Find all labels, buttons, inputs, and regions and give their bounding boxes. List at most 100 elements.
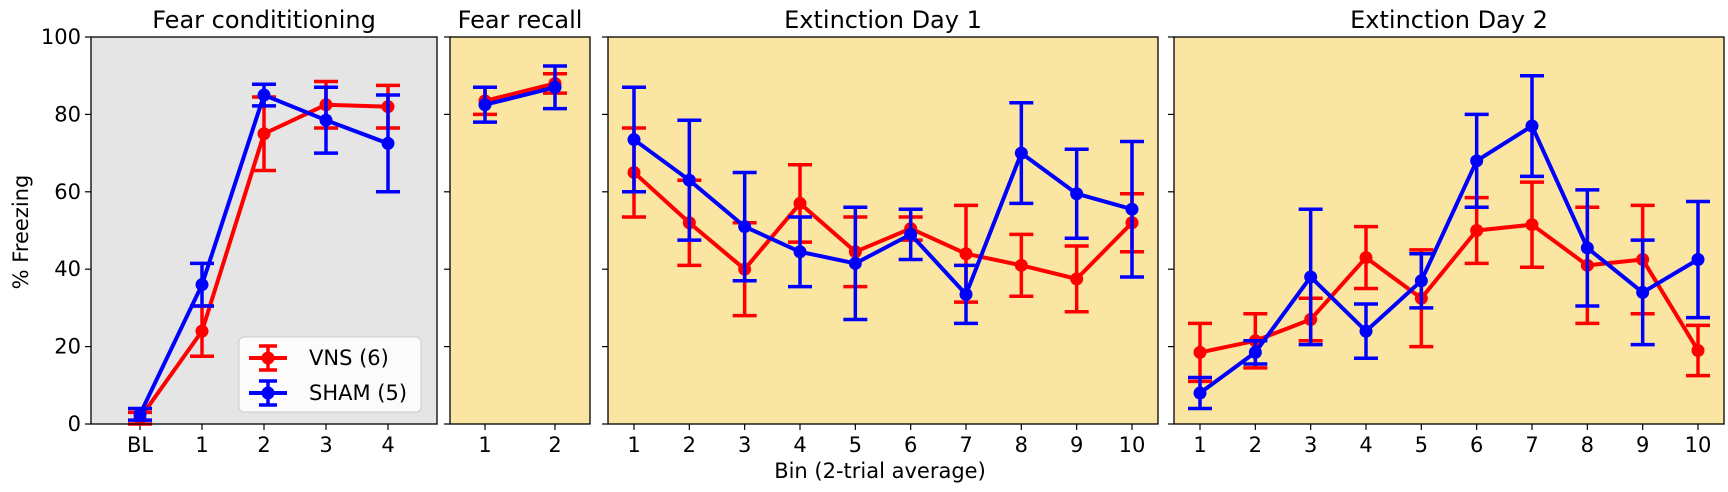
series-line bbox=[632, 137, 1133, 297]
y-tick-label: 100 bbox=[41, 25, 81, 49]
legend-label: VNS (6) bbox=[309, 346, 389, 370]
plot-background bbox=[1174, 37, 1724, 424]
panel-title: Fear condititioning bbox=[152, 6, 376, 34]
data-point bbox=[1691, 343, 1705, 357]
legend-label: SHAM (5) bbox=[309, 381, 407, 405]
data-point bbox=[1414, 274, 1428, 288]
x-tick-label: 2 bbox=[683, 433, 696, 457]
series-line bbox=[484, 81, 556, 103]
plot-frame bbox=[449, 36, 591, 425]
data-point bbox=[1014, 258, 1028, 272]
data-point bbox=[1193, 345, 1207, 359]
series-line bbox=[484, 85, 556, 107]
data-point bbox=[848, 256, 862, 270]
x-tick-label: 9 bbox=[1636, 433, 1649, 457]
x-tick-label: 1 bbox=[478, 433, 491, 457]
data-point bbox=[1580, 241, 1594, 255]
y-axis-label: % Freezing bbox=[9, 175, 33, 290]
panel-4: Extinction Day 2 1 2 3 4 5 6 7 8 9 10 bbox=[1168, 6, 1725, 457]
data-point bbox=[682, 173, 696, 187]
x-tick-label: 3 bbox=[738, 433, 751, 457]
data-point bbox=[195, 278, 209, 292]
x-tick-label: 6 bbox=[904, 433, 917, 457]
series-line bbox=[1198, 124, 1700, 395]
panel-title: Extinction Day 2 bbox=[1350, 6, 1548, 34]
x-tick-label: 2 bbox=[257, 433, 270, 457]
x-tick-label: 10 bbox=[1685, 433, 1712, 457]
series-sham bbox=[1188, 73, 1710, 411]
series-line bbox=[1199, 222, 1700, 355]
series-sham bbox=[622, 85, 1144, 326]
x-tick-label: 3 bbox=[1304, 433, 1317, 457]
data-point bbox=[1359, 251, 1373, 265]
legend-marker bbox=[261, 386, 275, 400]
data-point bbox=[904, 227, 918, 241]
data-point bbox=[1070, 272, 1084, 286]
data-point bbox=[1014, 146, 1028, 160]
x-tick-label: 2 bbox=[548, 433, 561, 457]
data-point bbox=[959, 287, 973, 301]
panel-2: Fear recall 1 2 bbox=[444, 6, 591, 457]
x-tick-label: 1 bbox=[1193, 433, 1206, 457]
series-sham bbox=[473, 64, 567, 124]
data-point bbox=[319, 113, 333, 127]
data-point bbox=[1248, 345, 1262, 359]
x-tick-label: 4 bbox=[1359, 433, 1372, 457]
data-point bbox=[1304, 270, 1318, 284]
x-tick-label: 4 bbox=[793, 433, 806, 457]
x-tick-label: 5 bbox=[1415, 433, 1428, 457]
x-tick-label: 6 bbox=[1470, 433, 1483, 457]
data-point bbox=[793, 245, 807, 259]
panel-title: Extinction Day 1 bbox=[784, 6, 982, 34]
plot-background bbox=[450, 37, 590, 424]
x-tick-label: 10 bbox=[1119, 433, 1146, 457]
data-point bbox=[738, 220, 752, 234]
data-point bbox=[381, 136, 395, 150]
x-tick-label: 7 bbox=[1525, 433, 1538, 457]
x-tick-label: 3 bbox=[319, 433, 332, 457]
plot-frame bbox=[90, 36, 438, 425]
x-tick-label: 1 bbox=[195, 433, 208, 457]
data-point bbox=[627, 133, 641, 147]
series-sham bbox=[128, 82, 400, 422]
x-tick-label: 1 bbox=[627, 433, 640, 457]
x-tick-label: 7 bbox=[959, 433, 972, 457]
panel-title: Fear recall bbox=[458, 6, 583, 34]
panel-1: Fear condititioning 0 20 40 60 80 100 BL 1 2 3 4 VNS… bbox=[41, 6, 438, 457]
legend-item-vns: VNS (6) bbox=[249, 344, 389, 372]
data-point bbox=[478, 98, 492, 112]
y-tick-label: 40 bbox=[54, 257, 81, 281]
x-tick-label: BL bbox=[127, 433, 153, 457]
legend: VNS (6) SHAM (5) bbox=[238, 336, 422, 413]
data-point bbox=[959, 247, 973, 261]
x-tick-label: 8 bbox=[1015, 433, 1028, 457]
y-tick-label: 80 bbox=[54, 102, 81, 126]
x-tick-label: 4 bbox=[381, 433, 394, 457]
panel-3: Extinction Day 1 1 2 3 4 5 6 7 8 9 10 bbox=[602, 6, 1159, 457]
data-point bbox=[1525, 119, 1539, 133]
legend-marker bbox=[261, 351, 275, 365]
data-point bbox=[1525, 218, 1539, 232]
x-axis-label: Bin (2-trial average) bbox=[774, 459, 986, 483]
plot-frame bbox=[1173, 36, 1725, 425]
data-point bbox=[1470, 154, 1484, 168]
data-point bbox=[793, 196, 807, 210]
y-tick-label: 0 bbox=[68, 412, 81, 436]
series-line bbox=[632, 170, 1134, 281]
x-tick-label: 9 bbox=[1070, 433, 1083, 457]
x-tick-label: 2 bbox=[1249, 433, 1262, 457]
data-point bbox=[195, 324, 209, 338]
data-point bbox=[1691, 253, 1705, 267]
y-tick-label: 20 bbox=[54, 335, 81, 359]
data-point bbox=[1470, 224, 1484, 237]
data-point bbox=[1125, 202, 1139, 216]
x-tick-label: 8 bbox=[1581, 433, 1594, 457]
data-point bbox=[1636, 285, 1650, 299]
data-point bbox=[257, 88, 271, 102]
data-point bbox=[1070, 187, 1084, 201]
data-point bbox=[1193, 386, 1207, 400]
data-point bbox=[548, 80, 562, 94]
y-tick-label: 60 bbox=[54, 180, 81, 204]
plot-frame bbox=[607, 36, 1159, 425]
